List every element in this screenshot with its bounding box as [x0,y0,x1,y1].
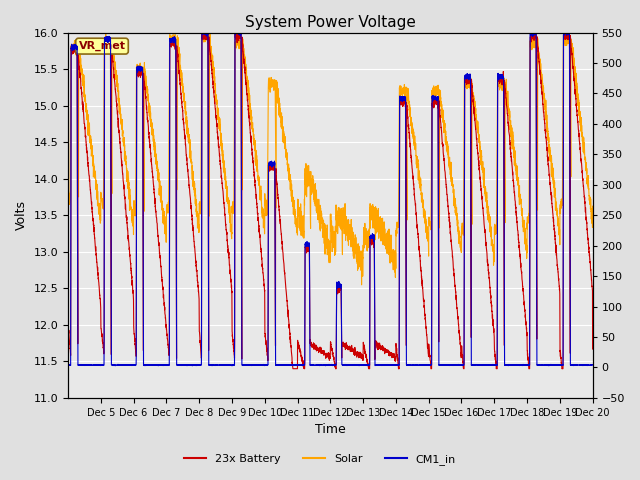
23x Battery [64,322,72,327]
X-axis label: Time: Time [315,423,346,436]
Legend: 23x Battery, Solar, CM1_in: 23x Battery, Solar, CM1_in [179,450,461,469]
23x Battery [474,154,482,160]
Bar [68,33,593,398]
Text: VR_met: VR_met [79,41,125,51]
Title: System Power Voltage: System Power Voltage [245,15,416,30]
CM1_in [228,363,236,369]
23x Battery [514,225,522,230]
Solar [378,216,386,222]
CM1_in [378,362,386,368]
23x Battery [589,346,596,352]
Solar [589,204,596,209]
CM1_in [64,362,72,368]
Line: 23x Battery: 23x Battery [68,33,593,369]
Y-axis label: Volts: Volts [15,200,28,230]
Line: CM1_in: CM1_in [68,33,593,366]
CM1_in [173,362,180,368]
Solar [64,192,72,198]
CM1_in [474,362,482,368]
CM1_in [500,159,508,165]
Line: Solar: Solar [68,33,593,285]
Solar [349,242,357,248]
23x Battery [289,366,296,372]
CM1_in [514,362,522,368]
Solar [474,130,482,135]
CM1_in [589,362,596,368]
23x Battery [500,194,508,200]
Solar [198,30,206,36]
23x Battery [201,30,209,36]
CM1_in [198,30,206,36]
Solar [514,171,522,177]
Solar [173,139,180,145]
23x Battery [173,43,180,48]
23x Battery [378,345,386,350]
23x Battery [350,348,358,354]
CM1_in [350,362,358,368]
Solar [358,282,365,288]
Solar [500,79,508,85]
